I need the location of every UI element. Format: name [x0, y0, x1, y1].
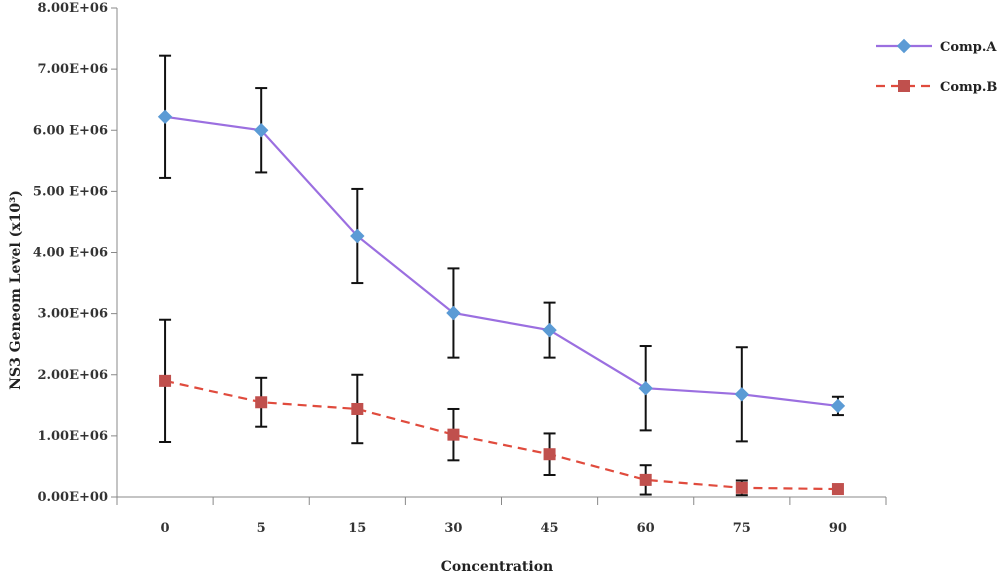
- data-point: [253, 123, 269, 138]
- y-tick-label: 2.00E+06: [37, 368, 108, 383]
- data-point: [255, 396, 268, 409]
- legend-swatch-marker: [898, 80, 910, 92]
- x-axis: 0 5 15 30 45 60 75 90: [116, 496, 887, 536]
- x-tick-label: 30: [444, 521, 462, 536]
- data-point: [446, 305, 461, 321]
- data-point: [734, 387, 750, 402]
- data-point: [831, 483, 844, 496]
- legend-label: Comp.A: [940, 40, 997, 55]
- x-tick-label: 60: [637, 521, 655, 536]
- y-tick-label: 5.00 E+06: [33, 184, 108, 199]
- data-point: [830, 398, 846, 414]
- x-tick-label: 15: [348, 521, 366, 536]
- data-point: [351, 402, 364, 415]
- y-tick-label: 6.00 E+06: [33, 123, 108, 138]
- legend-item: Comp.A: [876, 38, 997, 55]
- data-point: [639, 473, 652, 486]
- data-point: [447, 428, 460, 441]
- x-tick-label: 0: [161, 521, 170, 536]
- y-tick-label: 8.00E+06: [37, 1, 108, 16]
- y-tick-label: 3.00E+06: [37, 307, 108, 322]
- x-tick-label: 75: [733, 521, 751, 536]
- x-tick-label: 45: [541, 521, 559, 536]
- data-point: [157, 109, 173, 125]
- series-layer: [157, 54, 846, 497]
- data-point: [638, 380, 653, 396]
- x-axis-title: Concentration: [441, 559, 554, 575]
- data-point: [542, 322, 557, 338]
- x-tick-label: 90: [829, 521, 847, 536]
- y-axis: 0.00E+00 1.00E+06 2.00E+06 3.00E+06 4.00 E+0…: [33, 1, 118, 505]
- series-2: [159, 318, 844, 497]
- data-point: [735, 481, 748, 494]
- y-tick-label: 1.00E+06: [37, 429, 108, 444]
- legend-swatch-marker: [896, 38, 912, 54]
- y-tick-label: 0.00E+00: [37, 490, 108, 505]
- legend-label: Comp.B: [940, 80, 997, 95]
- data-point: [159, 374, 172, 387]
- data-point: [543, 448, 556, 461]
- y-tick-label: 7.00E+06: [37, 62, 108, 77]
- series-line: [164, 115, 839, 408]
- series-line: [164, 379, 838, 491]
- y-axis-title: NS3 Geneom Level (x10³): [8, 190, 24, 390]
- legend: Comp.A Comp.B: [876, 38, 997, 95]
- data-point: [350, 228, 365, 244]
- series-1: [157, 54, 846, 443]
- legend-item: Comp.B: [876, 80, 997, 95]
- y-tick-label: 4.00 E+06: [33, 246, 108, 261]
- x-tick-label: 5: [257, 521, 266, 536]
